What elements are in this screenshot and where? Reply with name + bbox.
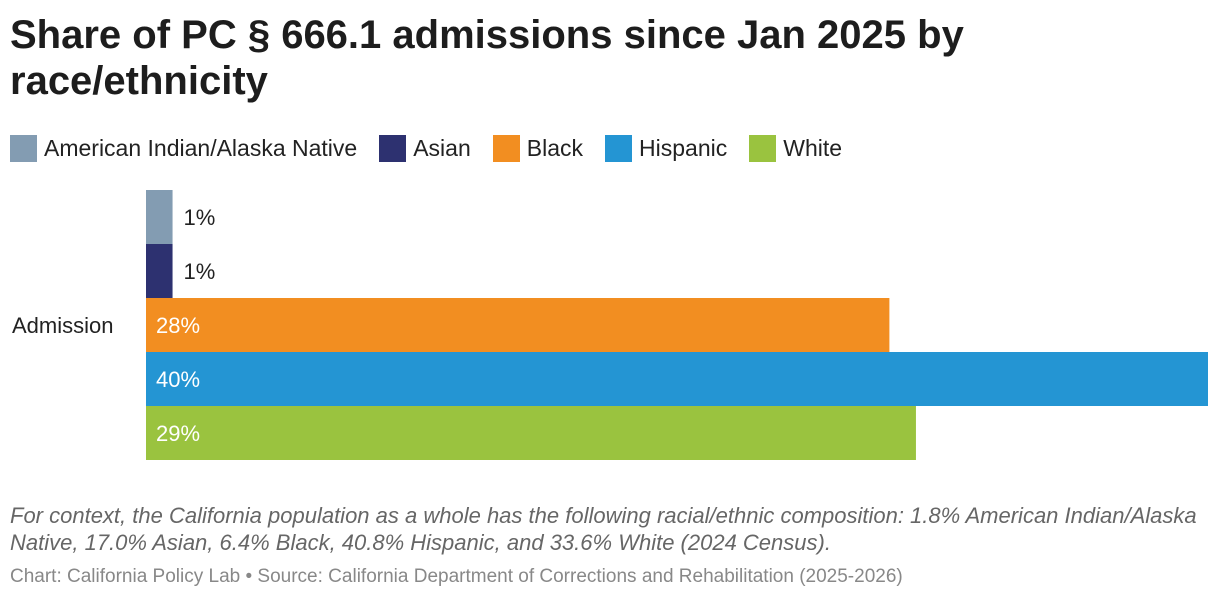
legend-item: Black	[492, 134, 584, 162]
bar-label: 29%	[156, 421, 200, 446]
bar-label: 1%	[184, 259, 216, 284]
bar-label: 1%	[184, 205, 216, 230]
legend-label: American Indian/Alaska Native	[44, 134, 358, 161]
legend-label: White	[783, 134, 843, 161]
chart-credit: Chart: California Policy Lab • Source: C…	[10, 566, 903, 587]
context-note: For context, the California population a…	[10, 503, 1197, 555]
bar	[146, 244, 173, 298]
legend-swatch	[492, 134, 520, 162]
legend-swatch	[749, 134, 777, 162]
legend-label: Hispanic	[639, 134, 728, 161]
legend-label: Black	[526, 134, 584, 161]
bar-label: 40%	[156, 367, 200, 392]
bar-chart: 1% 1% 28% 40% 29% Admission	[12, 190, 1208, 460]
bar	[146, 352, 1208, 406]
legend-swatch	[10, 134, 37, 162]
legend-swatch	[605, 134, 633, 162]
legend-label: Asian	[413, 134, 471, 161]
legend-item: Asian	[379, 134, 471, 162]
legend-item: Hispanic	[605, 134, 728, 162]
bar	[146, 190, 173, 244]
chart-legend: American Indian/Alaska Native Asian Black H…	[10, 133, 864, 163]
bar	[146, 406, 916, 460]
bar-label: 28%	[156, 313, 200, 338]
legend-item: American Indian/Alaska Native	[10, 134, 358, 162]
chart-title: Share of PC § 666.1 admissions since Jan…	[10, 13, 964, 103]
legend-swatch	[379, 134, 407, 162]
category-label: Admission	[12, 313, 113, 338]
legend-item: White	[749, 134, 843, 162]
bar	[146, 298, 890, 352]
